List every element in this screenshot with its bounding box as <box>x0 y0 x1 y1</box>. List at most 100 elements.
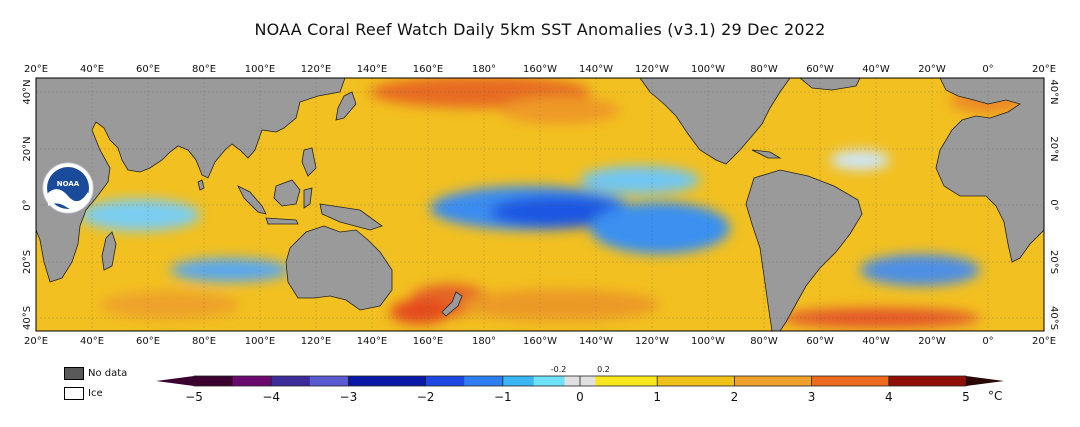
lon-label-top: 120°E <box>301 64 331 75</box>
colorbar-small-tick-label: -0.2 <box>551 365 567 374</box>
lat-labels-right: 40°N 20°N 0° 20°S 40°S <box>1048 79 1059 330</box>
colorbar-tick-label: 3 <box>808 390 816 404</box>
colorbar-segment <box>811 376 890 386</box>
land-borneo <box>273 179 301 207</box>
colorbar-tick-label: 2 <box>731 390 739 404</box>
colorbar-segment <box>502 376 535 386</box>
lon-label-top: 140°E <box>357 64 387 75</box>
land-sumatra <box>237 185 267 215</box>
colorbar-ticks: −5 −4 −3 −2 −1 0 1 2 3 4 5 <box>185 390 970 404</box>
colorbar-segment <box>734 376 813 386</box>
lon-label-bottom: 120°E <box>301 336 331 347</box>
land-south-america <box>745 169 863 331</box>
colorbar-small-ticks: -0.2 0.2 <box>551 365 610 374</box>
land-australia <box>285 225 393 311</box>
lat-labels-left: 40°N 20°N 0° 20°S 40°S <box>22 79 33 330</box>
colorbar-segment <box>194 376 234 386</box>
colorbar-tick-label: 1 <box>653 390 661 404</box>
colorbar-tick-label: −5 <box>185 390 203 404</box>
lon-label-bottom: 140°W <box>579 336 613 347</box>
colorbar-segment <box>271 376 311 386</box>
lon-label-bottom: 100°W <box>691 336 725 347</box>
lat-label-left: 0° <box>22 199 33 210</box>
legend-ice: Ice <box>64 384 127 402</box>
colorbar-tick-label: −2 <box>417 390 435 404</box>
land-madagascar <box>101 231 117 271</box>
land-new-guinea <box>319 203 383 231</box>
lon-label-bottom: 120°W <box>635 336 669 347</box>
graticule <box>36 78 1044 331</box>
colorbar-min-arrow <box>156 376 194 386</box>
lon-label-top: 160°E <box>413 64 443 75</box>
colorbar-unit: °C <box>988 389 1003 403</box>
no-data-swatch <box>64 366 84 380</box>
cool-anomaly-equatorial-pacific-east <box>590 202 730 254</box>
land-europe-africa-west <box>935 78 1044 263</box>
lon-label-bottom: 80°W <box>750 336 778 347</box>
lon-label-top: 20°E <box>24 64 48 75</box>
lon-label-bottom: 40°E <box>80 336 104 347</box>
land-java <box>265 217 299 225</box>
lon-labels-bottom: 20°E 40°E 60°E 80°E 100°E 120°E 140°E 160°E 180°… <box>24 336 1056 347</box>
lat-label-right: 20°N <box>1048 136 1059 161</box>
lat-label-left: 20°N <box>22 136 33 161</box>
colorbar-max-arrow <box>966 376 1004 386</box>
colorbar-segment <box>533 376 566 386</box>
land-north-america <box>639 78 791 165</box>
lat-label-right: 0° <box>1048 199 1059 210</box>
lon-label-top: 0° <box>982 64 993 75</box>
lon-label-bottom: 60°E <box>136 336 160 347</box>
lat-label-right: 40°S <box>1048 306 1059 330</box>
colorbar-tick-label: −3 <box>340 390 358 404</box>
lon-label-bottom: 40°W <box>862 336 890 347</box>
no-data-label: No data <box>88 367 128 379</box>
colorbar-tick-label: −1 <box>494 390 512 404</box>
lon-label-top: 100°W <box>691 64 725 75</box>
lon-label-bottom: 20°E <box>24 336 48 347</box>
cool-anomaly-s-indian <box>170 258 290 282</box>
lon-label-bottom: 0° <box>982 336 993 347</box>
map-title: NOAA Coral Reef Watch Daily 5km SST Anom… <box>254 20 826 39</box>
colorbar-segment <box>348 376 388 386</box>
colorbar-segment <box>888 376 967 386</box>
colorbar-segment <box>595 376 658 386</box>
colorbar-tick-label: −4 <box>262 390 280 404</box>
lon-label-bottom: 140°E <box>357 336 387 347</box>
lat-label-right: 40°N <box>1048 79 1059 104</box>
lon-label-bottom: 100°E <box>245 336 275 347</box>
land <box>36 78 1044 331</box>
lon-label-top: 40°W <box>862 64 890 75</box>
lon-labels-top: 20°E 40°E 60°E 80°E 100°E 120°E 140°E 160°E 180°… <box>24 64 1056 75</box>
lon-label-bottom: 160°W <box>523 336 557 347</box>
warm-anomaly-tasman <box>390 300 450 324</box>
lon-label-top: 60°W <box>806 64 834 75</box>
lon-label-top: 80°W <box>750 64 778 75</box>
lon-label-bottom: 180° <box>472 336 496 347</box>
lon-label-top: 180° <box>472 64 496 75</box>
lon-label-bottom: 80°E <box>192 336 216 347</box>
lon-label-bottom: 60°W <box>806 336 834 347</box>
lon-label-top: 120°W <box>635 64 669 75</box>
warm-anomaly-south-indian <box>100 291 240 319</box>
land-africa-east-asia <box>36 78 346 283</box>
lon-label-bottom: 20°W <box>918 336 946 347</box>
colorbar-segment <box>464 376 504 386</box>
land-sulawesi <box>303 187 313 209</box>
colorbar-segment <box>657 376 735 386</box>
lat-label-left: 40°N <box>22 79 33 104</box>
noaa-logo: NOAA <box>42 162 94 214</box>
lon-label-bottom: 20°E <box>1032 336 1056 347</box>
colorbar-segment <box>425 376 465 386</box>
lon-label-bottom: 160°E <box>413 336 443 347</box>
colorbar-tick-label: 4 <box>885 390 893 404</box>
colorbar-tick-label: 0 <box>576 390 584 404</box>
lon-label-top: 100°E <box>245 64 275 75</box>
lon-label-top: 80°E <box>192 64 216 75</box>
land-greenland-corner <box>799 78 861 91</box>
warm-anomaly-s-pacific-east <box>460 289 660 321</box>
map-frame <box>35 77 1045 332</box>
ice-swatch <box>64 386 84 400</box>
colorbar-tick-label: 5 <box>962 390 970 404</box>
cool-anomaly-s-atlantic <box>860 254 980 286</box>
